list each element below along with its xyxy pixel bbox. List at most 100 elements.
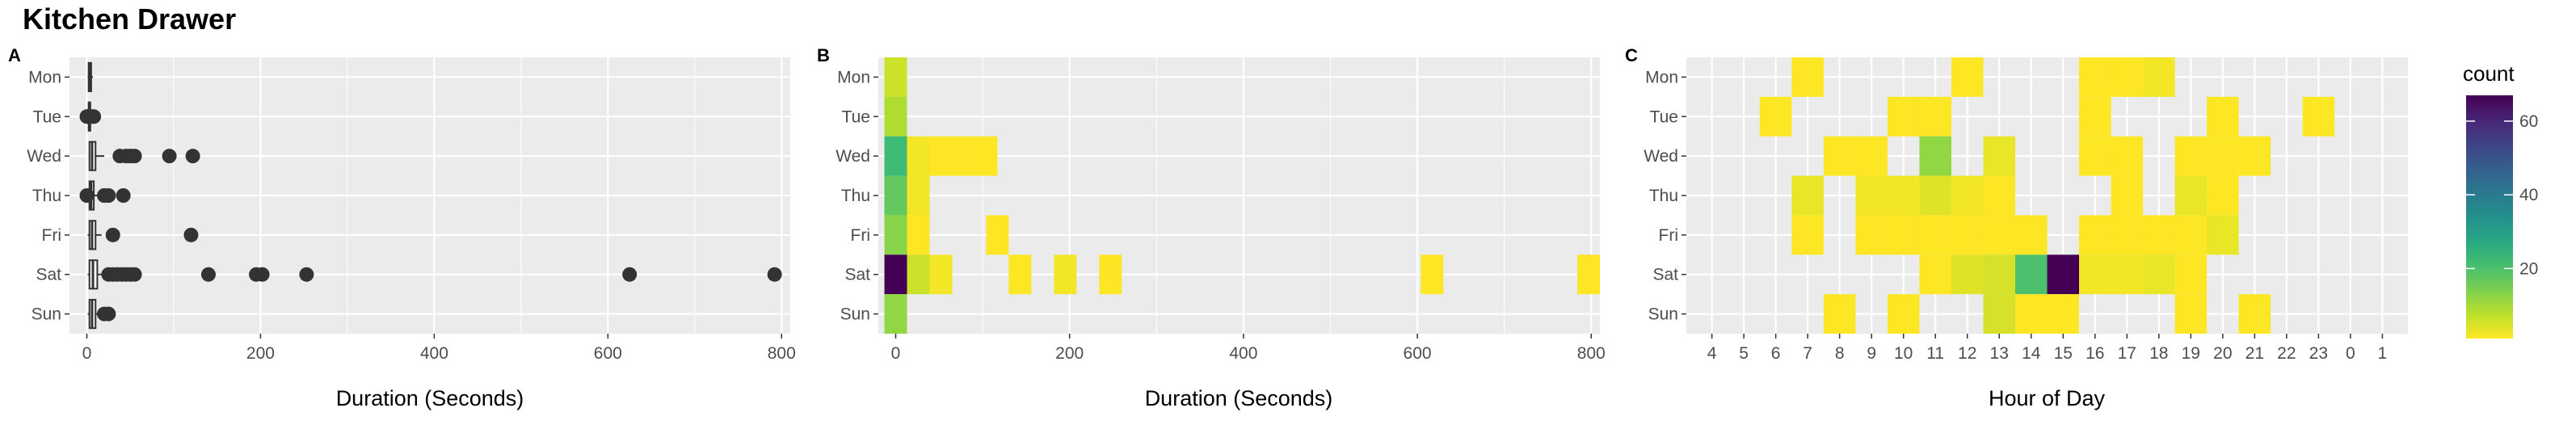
x-tick-label: 400	[420, 344, 448, 363]
box-tue	[79, 101, 102, 132]
tile-tue-16	[2079, 96, 2111, 137]
tile-wed-8	[1823, 136, 1856, 176]
x-tick-label-hour-16: 16	[2086, 344, 2104, 363]
tile-sat-15	[2047, 254, 2080, 295]
panel-a-x-axis-title: Duration (Seconds)	[336, 386, 524, 410]
panel-c-x-axis-title: Hour of Day	[1989, 386, 2106, 410]
tile-sun-15	[2047, 294, 2080, 334]
y-tick-label-fri: Fri	[42, 226, 62, 245]
tile-fri-17	[2111, 215, 2144, 255]
x-tick-label-hour-0: 0	[2346, 344, 2355, 363]
outlier-point	[127, 267, 142, 282]
tile-wed-20	[2207, 136, 2239, 176]
tile-fri-7	[1791, 215, 1824, 255]
tile-fri-12	[1951, 215, 1984, 255]
x-tick-label-hour-9: 9	[1867, 344, 1876, 363]
tile-fri-18	[2143, 215, 2175, 255]
tile-thu-11	[1919, 175, 1951, 216]
outlier-point	[105, 227, 120, 242]
y-tick-label-sat: Sat	[844, 266, 870, 284]
tile-fri-19	[2174, 215, 2208, 255]
tile-mon-0	[884, 57, 907, 97]
tile-thu-12	[1951, 175, 1984, 216]
tile-fri-14	[2014, 215, 2048, 255]
figure-title: Kitchen Drawer	[23, 2, 236, 36]
tile-mon-17	[2111, 57, 2144, 97]
x-tick-label-hour-1: 1	[2378, 344, 2388, 363]
tile-wed-21	[2238, 136, 2271, 176]
panel-b-label: B	[817, 45, 830, 65]
y-tick-label-wed: Wed	[836, 147, 870, 166]
y-tick-label-thu: Thu	[32, 187, 61, 205]
tile-tue-0	[884, 96, 907, 137]
tile-wed-9	[1855, 136, 1888, 176]
tile-sun-0	[884, 294, 907, 334]
y-tick-label-mon: Mon	[1645, 68, 1678, 86]
tile-wed-0	[884, 136, 907, 176]
x-tick-label-hour-23: 23	[2309, 344, 2328, 363]
y-tick-label-tue: Tue	[33, 107, 61, 126]
outlier-point	[185, 149, 200, 164]
tile-sat-12	[1951, 254, 1984, 295]
outlier-point	[101, 306, 116, 322]
tile-wed-26	[907, 136, 930, 176]
outlier-point	[116, 188, 131, 203]
tile-sat-16	[2079, 254, 2111, 295]
tile-wed-17	[2111, 136, 2144, 176]
panel-c-label: C	[1625, 45, 1638, 65]
tile-sat-797	[1577, 254, 1600, 295]
tile-sat-143	[1008, 254, 1032, 295]
panel-b-tiles	[884, 57, 1600, 334]
x-tick-label-hour-18: 18	[2149, 344, 2168, 363]
tile-sun-8	[1823, 294, 1856, 334]
panel-b-x-axis-title: Duration (Seconds)	[1145, 386, 1333, 410]
tile-thu-19	[2174, 175, 2208, 216]
tile-mon-18	[2143, 57, 2175, 97]
x-tick-label: 200	[246, 344, 275, 363]
tile-fri-13	[1983, 215, 2015, 255]
x-tick-label-hour-13: 13	[1990, 344, 2009, 363]
y-tick-label-sun: Sun	[1648, 305, 1678, 324]
tile-mon-16	[2079, 57, 2111, 97]
box-wed	[88, 141, 200, 171]
legend-ticks: 20 40 60	[2466, 112, 2538, 278]
box-fri	[87, 220, 199, 250]
panel-a-x-ticks: 0 200 400 600 800	[82, 334, 796, 363]
tile-tue-6	[1759, 96, 1792, 137]
tile-sat-0	[884, 254, 907, 295]
tile-mon-12	[1951, 57, 1984, 97]
x-tick-label-hour-6: 6	[1771, 344, 1781, 363]
tile-fri-10	[1887, 215, 1920, 255]
legend-tick-label: 40	[2519, 186, 2538, 204]
tile-tue-10	[1887, 96, 1920, 137]
x-tick-label: 800	[1577, 344, 1606, 363]
x-tick-label-hour-10: 10	[1894, 344, 1913, 363]
tile-fri-20	[2207, 215, 2239, 255]
x-tick-label: 400	[1229, 344, 1257, 363]
tile-sat-52	[929, 254, 953, 295]
x-tick-label-hour-19: 19	[2182, 344, 2200, 363]
tile-sat-195	[1054, 254, 1077, 295]
tile-thu-0	[884, 175, 907, 216]
panel-c-tiles	[1759, 57, 2335, 334]
color-legend: count 20 40 60	[2463, 61, 2538, 339]
y-tick-label-mon: Mon	[28, 68, 61, 86]
tile-thu-9	[1855, 175, 1888, 216]
tile-tue-11	[1919, 96, 1951, 137]
x-tick-label-hour-4: 4	[1707, 344, 1717, 363]
outlier-point	[299, 267, 314, 282]
tile-thu-13	[1983, 175, 2015, 216]
x-tick-label-hour-11: 11	[1926, 344, 1944, 363]
y-tick-label-sun: Sun	[32, 305, 61, 324]
y-tick-label-wed: Wed	[27, 147, 61, 166]
y-tick-label-thu: Thu	[841, 187, 870, 205]
tile-fri-11	[1919, 215, 1951, 255]
tile-sat-11	[1919, 254, 1951, 295]
y-tick-label-wed: Wed	[1644, 147, 1678, 166]
tile-mon-7	[1791, 57, 1824, 97]
x-tick-label-hour-12: 12	[1958, 344, 1976, 363]
tile-sun-21	[2238, 294, 2271, 334]
box-sun	[87, 298, 116, 330]
outlier-point	[255, 267, 270, 282]
